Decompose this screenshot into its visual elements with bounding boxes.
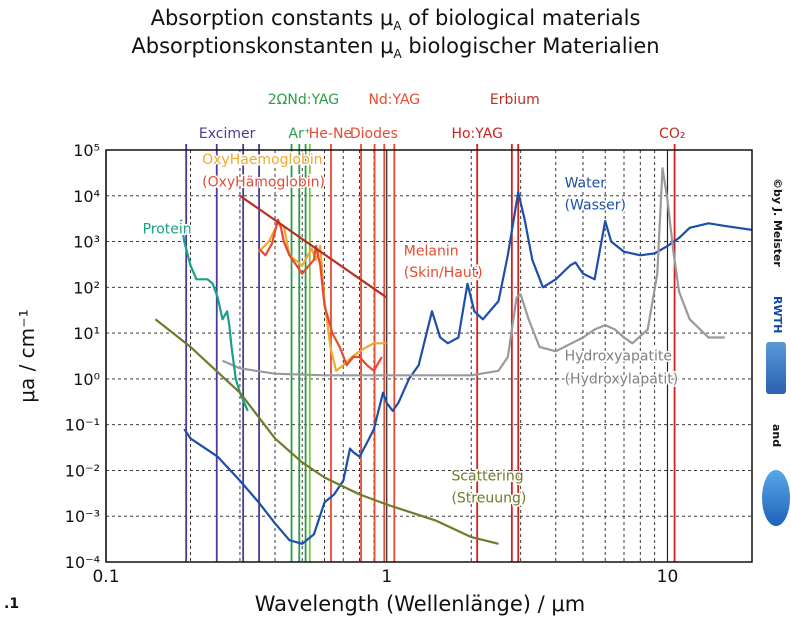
y-tick-label: 10²: [73, 278, 100, 297]
curve-label: (Skin/Haut): [404, 265, 483, 281]
aachen-logo: [766, 342, 786, 394]
series-line: [179, 219, 249, 412]
x-tick-label: 0.1: [92, 567, 119, 587]
laser-label: Nd:YAG: [368, 92, 420, 108]
curve-label: OxyHaemoglobin: [202, 152, 323, 168]
laser-label: Excimer: [199, 126, 256, 142]
y-axis-label: μa / cm⁻¹: [15, 309, 39, 403]
plot-frame: [105, 149, 753, 563]
and-text: and: [770, 424, 783, 448]
series-line: [239, 194, 388, 299]
series-line: [154, 318, 499, 545]
chart-title-de: Absorptionskonstanten μA biologischer Ma…: [131, 34, 660, 62]
laser-label: Ho:YAG: [451, 126, 502, 142]
y-tick-label: 10⁰: [73, 370, 100, 389]
series-line: [257, 218, 383, 372]
curve-label: (Wasser): [565, 198, 626, 214]
credit-text: ©by J. Meister: [771, 178, 784, 267]
laser-label: Erbium: [490, 92, 540, 108]
curve-label: Protein: [143, 221, 192, 237]
curve-label: Melanin: [404, 243, 459, 259]
y-tick-label: 10¹: [73, 324, 100, 343]
series-line: [222, 167, 725, 377]
laser-label: CO₂: [659, 126, 685, 142]
laser-label: He-Ne: [309, 126, 352, 142]
curve-label: (OxyHämoglobin): [202, 174, 325, 190]
y-tick-label: 10⁻²: [65, 461, 100, 480]
y-tick-label: 10³: [73, 233, 100, 252]
y-tick-label: 10⁵: [73, 141, 100, 160]
y-tick-label: 10⁻¹: [65, 416, 100, 435]
x-tick-label: 10: [657, 567, 679, 587]
rwth-logo: RWTH: [770, 296, 784, 334]
chart-title-en: Absorption constants μA of biological ma…: [150, 6, 641, 34]
y-tick-label: 10⁻⁴: [65, 553, 100, 572]
laser-label: Diodes: [350, 126, 398, 142]
aal-logo: [762, 470, 790, 526]
series-line: [183, 191, 753, 545]
x-axis-label: Wavelength (Wellenlänge) / μm: [254, 592, 586, 616]
curve-label: Water: [565, 176, 607, 192]
curve-label: Hydroxyapatite: [565, 349, 672, 365]
y-tick-label: 10⁴: [73, 187, 100, 206]
x-tick-label: 1: [381, 567, 392, 587]
laser-label: Ar⁺: [288, 126, 311, 142]
laser-label: 2ΩNd:YAG: [268, 92, 339, 108]
y-tick-label: 10⁻³: [65, 507, 100, 526]
curve-label: Scattering: [451, 469, 523, 485]
curve-label: (Streuung): [451, 490, 526, 506]
curve-label: (Hydroxylapatit): [565, 371, 679, 387]
figure-label: .1: [4, 596, 20, 612]
